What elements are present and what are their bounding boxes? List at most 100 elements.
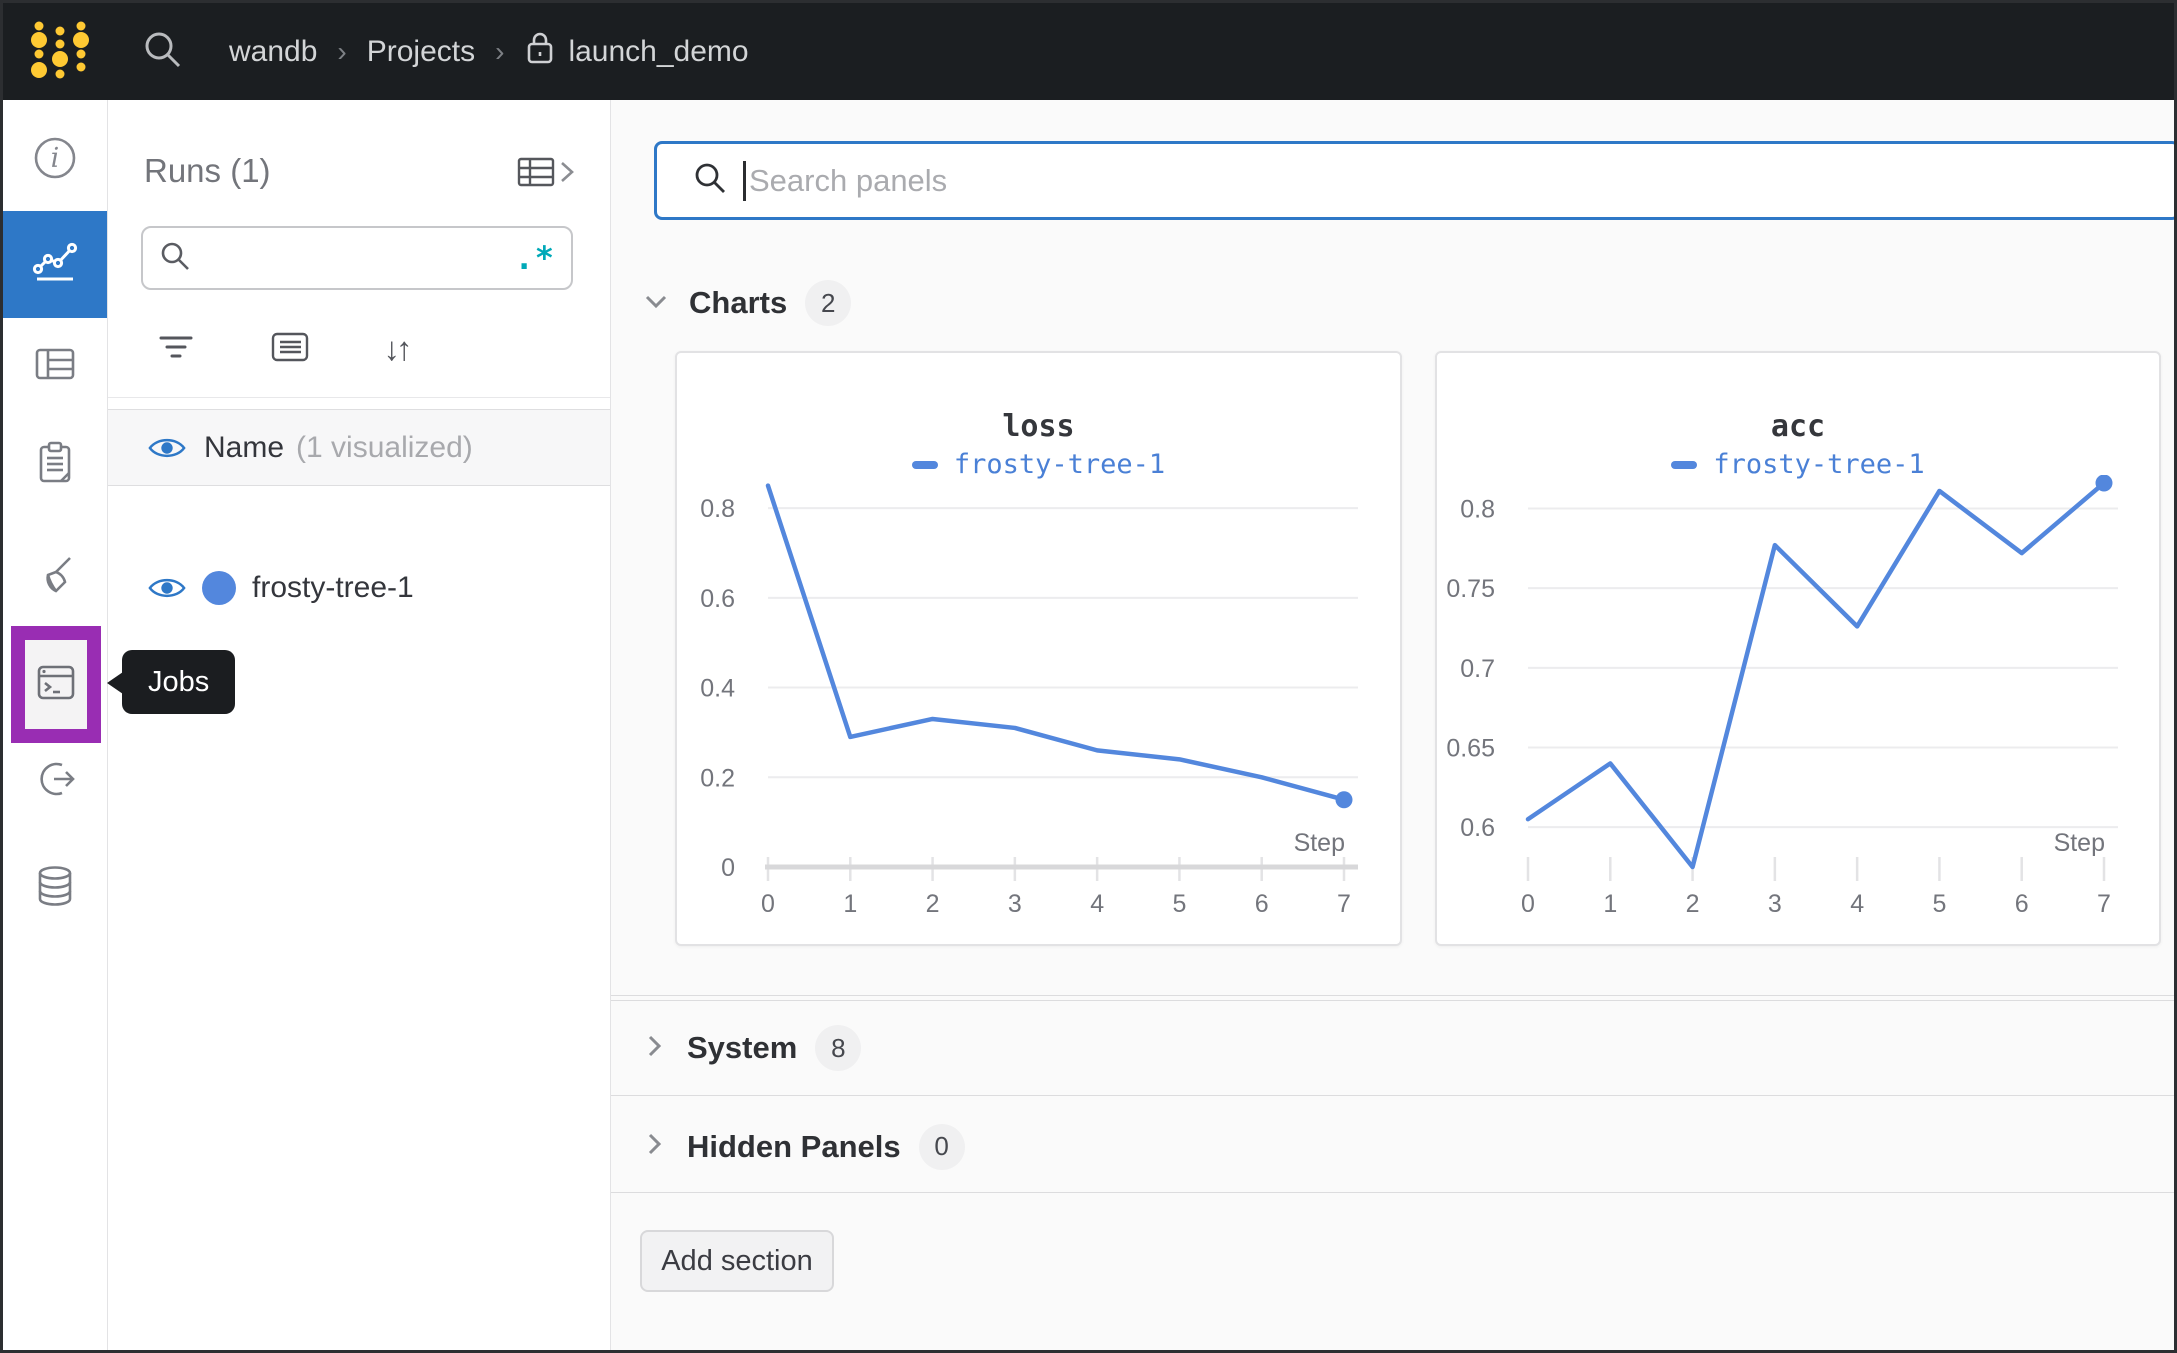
svg-text:6: 6	[2015, 890, 2029, 918]
section-count-badge: 2	[805, 280, 851, 326]
svg-text:0: 0	[721, 854, 735, 882]
breadcrumb-entity[interactable]: wandb	[229, 35, 317, 69]
section-count-badge: 0	[919, 1124, 965, 1170]
jobs-tooltip: Jobs	[122, 650, 235, 714]
chart-panel-loss[interactable]: loss frosty-tree-1 00.20.40.60.801234567…	[675, 351, 1402, 946]
run-name[interactable]: frosty-tree-1	[252, 571, 414, 605]
jobs-terminal-icon	[33, 659, 79, 710]
list-icon	[270, 327, 310, 372]
sidebar-item-automations[interactable]	[32, 758, 78, 804]
svg-text:2: 2	[926, 890, 940, 918]
svg-text:1: 1	[1603, 890, 1617, 918]
runs-search-input[interactable]	[203, 242, 514, 274]
filter-button[interactable]	[153, 326, 199, 372]
runs-panel-title: Runs (1)	[144, 152, 271, 190]
sidebar-item-runs-table[interactable]	[32, 343, 78, 389]
loss-line-chart[interactable]: 00.20.40.60.801234567Step	[677, 475, 1400, 944]
chevron-right-icon	[639, 1129, 669, 1164]
jobs-tooltip-label: Jobs	[148, 666, 209, 698]
svg-text:0: 0	[761, 890, 775, 918]
runs-table-icon	[516, 152, 556, 197]
breadcrumb: wandb › Projects › launch_demo	[229, 29, 749, 75]
svg-text:4: 4	[1850, 890, 1864, 918]
svg-text:0: 0	[1521, 890, 1535, 918]
sidebar-item-workspace[interactable]	[3, 211, 107, 318]
svg-text:0.6: 0.6	[700, 585, 735, 613]
chevron-down-icon	[641, 286, 671, 321]
sidebar-item-sweeps[interactable]	[32, 555, 78, 601]
section-hidden-panels-header[interactable]: Hidden Panels 0	[611, 1101, 2174, 1193]
sweeps-broom-icon	[32, 553, 78, 604]
panels-search-placeholder: Search panels	[749, 163, 947, 199]
table-icon	[32, 341, 78, 392]
svg-text:6: 6	[1255, 890, 1269, 918]
svg-text:0.6: 0.6	[1460, 814, 1495, 842]
svg-text:7: 7	[1337, 890, 1351, 918]
runs-header-row[interactable]: Name (1 visualized)	[108, 409, 610, 486]
svg-text:7: 7	[2097, 890, 2111, 918]
svg-text:3: 3	[1008, 890, 1022, 918]
svg-text:1: 1	[843, 890, 857, 918]
lock-icon	[524, 29, 556, 75]
panels-search-input[interactable]: Search panels	[654, 141, 2174, 220]
chart-panel-acc[interactable]: acc frosty-tree-1 0.60.650.70.750.801234…	[1435, 351, 2161, 946]
wandb-logo-icon[interactable]	[27, 13, 93, 90]
breadcrumb-project-name[interactable]: launch_demo	[568, 35, 748, 69]
expand-runs-table-button[interactable]	[516, 152, 578, 197]
chart-title: acc	[1437, 409, 2159, 444]
workspace-chart-icon	[30, 237, 80, 292]
section-system-header[interactable]: System 8	[611, 1000, 2174, 1096]
regex-toggle-icon[interactable]: .*	[514, 239, 555, 277]
text-caret	[743, 161, 746, 201]
section-label: System	[687, 1030, 797, 1066]
legend-line-icon	[912, 461, 938, 469]
filter-icon	[157, 328, 195, 371]
svg-text:0.4: 0.4	[700, 675, 735, 703]
svg-text:5: 5	[1172, 890, 1186, 918]
acc-line-chart[interactable]: 0.60.650.70.750.801234567Step	[1437, 475, 2159, 944]
circle-arrow-icon	[32, 756, 78, 807]
sidebar-item-overview[interactable]: i	[32, 137, 78, 183]
divider	[108, 397, 610, 398]
svg-text:0.2: 0.2	[700, 764, 735, 792]
sort-icon: ↓↑	[384, 330, 409, 368]
svg-text:2: 2	[1686, 890, 1700, 918]
runs-toolbar: ↓↑	[108, 326, 610, 372]
svg-text:0.8: 0.8	[700, 495, 735, 523]
add-section-button[interactable]: Add section	[640, 1230, 834, 1292]
runs-search-box[interactable]: .*	[141, 226, 573, 290]
sidebar-item-artifacts[interactable]	[32, 865, 78, 911]
run-color-dot[interactable]	[202, 571, 236, 605]
top-navbar: wandb › Projects › launch_demo	[3, 3, 2174, 100]
sidebar-item-reports[interactable]	[32, 442, 78, 488]
runs-header-label: Name	[204, 431, 284, 465]
svg-text:3: 3	[1768, 890, 1782, 918]
visibility-eye-icon[interactable]	[148, 434, 186, 462]
section-count-badge: 8	[815, 1025, 861, 1071]
project-sidebar: i	[3, 100, 108, 1350]
visibility-eye-icon[interactable]	[148, 574, 186, 602]
legend-line-icon	[1671, 461, 1697, 469]
section-label: Charts	[689, 285, 787, 321]
chevron-right-icon	[639, 1031, 669, 1066]
group-button[interactable]	[267, 326, 313, 372]
workspace-main: Search panels Charts 2 loss frosty-tree-…	[611, 100, 2174, 1350]
svg-text:5: 5	[1932, 890, 1946, 918]
breadcrumb-separator: ›	[337, 36, 346, 68]
breadcrumb-projects[interactable]: Projects	[367, 35, 475, 69]
breadcrumb-separator: ›	[495, 36, 504, 68]
chart-title: loss	[677, 409, 1400, 444]
search-icon	[693, 161, 727, 200]
svg-text:i: i	[51, 143, 60, 174]
svg-text:0.65: 0.65	[1446, 734, 1495, 762]
run-row[interactable]: frosty-tree-1	[108, 543, 610, 633]
svg-text:Step: Step	[2054, 829, 2105, 857]
sort-button[interactable]: ↓↑	[373, 326, 419, 372]
sidebar-item-jobs[interactable]	[11, 626, 101, 743]
svg-text:4: 4	[1090, 890, 1104, 918]
app-window: wandb › Projects › launch_demo	[0, 0, 2177, 1353]
artifacts-database-icon	[32, 863, 78, 914]
navbar-search-icon[interactable]	[141, 28, 183, 75]
section-charts-header[interactable]: Charts 2	[641, 278, 851, 328]
svg-text:0.8: 0.8	[1460, 495, 1495, 523]
